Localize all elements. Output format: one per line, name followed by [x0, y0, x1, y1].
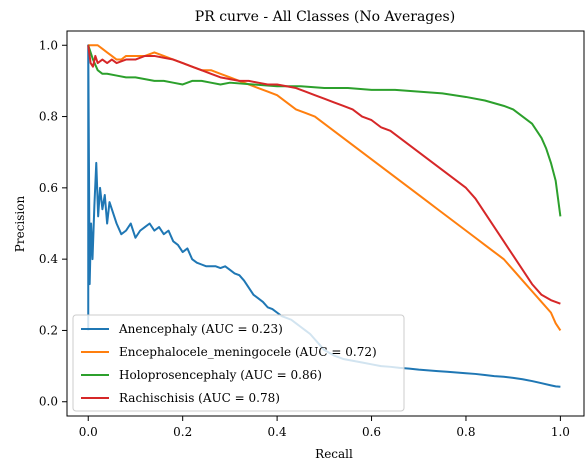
legend-label-2: Holoprosencephaly (AUC = 0.86) — [119, 368, 322, 382]
y-tick-label-3: 0.6 — [39, 181, 58, 195]
x-tick-label-5: 1.0 — [551, 425, 570, 439]
chart-title: PR curve - All Classes (No Averages) — [195, 9, 455, 25]
series-line-2 — [87, 44, 562, 217]
y-tick-label-4: 0.8 — [39, 110, 58, 124]
y-axis-label: Precision — [13, 196, 27, 253]
x-tick-label-4: 0.8 — [456, 425, 475, 439]
series-lines — [87, 44, 562, 388]
legend-label-3: Rachischisis (AUC = 0.78) — [119, 391, 280, 405]
x-tick-label-3: 0.6 — [362, 425, 381, 439]
legend-label-1: Encephalocele_meningocele (AUC = 0.72) — [119, 345, 377, 359]
series-line-0 — [87, 44, 561, 388]
y-tick-label-5: 1.0 — [39, 38, 58, 52]
y-tick-label-1: 0.2 — [39, 323, 58, 337]
y-tick-label-0: 0.0 — [39, 395, 58, 409]
plot-area: 0.0 0.2 0.4 0.6 0.8 1.0 0.0 0.2 0.4 0.6 0.8 1.0 — [39, 30, 585, 439]
legend: Anencephaly (AUC = 0.23) Encephalocele_me… — [72, 314, 405, 412]
legend-box — [72, 314, 405, 412]
x-tick-label-1: 0.2 — [173, 425, 192, 439]
x-tick-label-2: 0.4 — [268, 425, 287, 439]
x-tick-label-0: 0.0 — [79, 425, 98, 439]
y-tick-label-2: 0.4 — [39, 252, 58, 266]
series-line-1 — [88, 44, 562, 331]
axes-frame — [66, 30, 585, 417]
legend-label-0: Anencephaly (AUC = 0.23) — [118, 322, 283, 336]
x-axis-label: Recall — [315, 447, 353, 461]
series-line-3 — [87, 45, 561, 305]
